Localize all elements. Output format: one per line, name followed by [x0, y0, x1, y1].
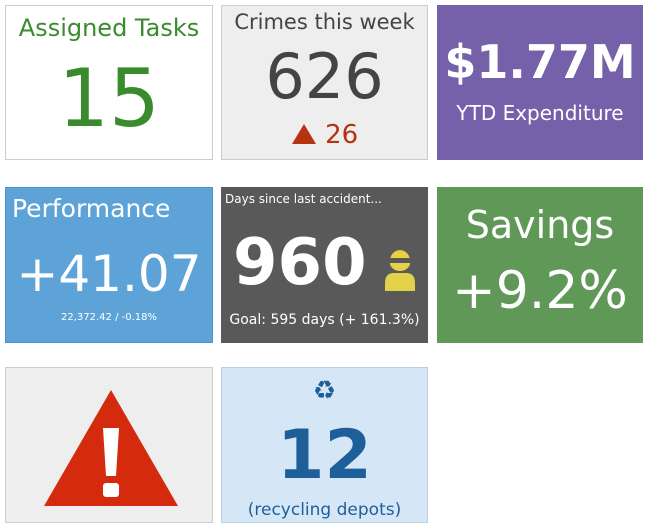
- tile-title: Crimes this week: [234, 10, 415, 34]
- recycle-icon: ♻: [312, 376, 337, 406]
- tile-label: YTD Expenditure: [456, 101, 624, 125]
- tile-label: (recycling depots): [247, 500, 402, 520]
- tile-title: Days since last accident...: [225, 192, 382, 206]
- tile-value: +9.2%: [452, 261, 628, 321]
- savings-tile[interactable]: Savings +9.2%: [437, 187, 643, 343]
- tile-value: 15: [58, 52, 160, 145]
- assigned-tasks-tile[interactable]: Assigned Tasks 15: [5, 5, 213, 160]
- tile-goal: Goal: 595 days (+ 161.3%): [229, 312, 420, 328]
- triangle-up-icon: [291, 124, 316, 144]
- tile-value: 960: [233, 226, 367, 300]
- recycling-tile[interactable]: ♻ 12 (recycling depots): [221, 367, 428, 523]
- worker-icon: [385, 250, 415, 291]
- tile-title: Savings: [465, 203, 615, 247]
- tile-title: Assigned Tasks: [18, 14, 200, 42]
- tile-value: $1.77M: [444, 35, 636, 89]
- tile-value: 12: [277, 416, 372, 495]
- expenditure-tile[interactable]: $1.77M YTD Expenditure: [437, 5, 643, 160]
- warning-triangle-icon: [44, 390, 178, 506]
- tile-value: +41.07: [16, 245, 202, 303]
- tile-sub: 22,372.42 / -0.18%: [61, 312, 157, 323]
- warning-tile[interactable]: [5, 367, 213, 523]
- accident-tile[interactable]: Days since last accident... 960 Goal: 59…: [221, 187, 428, 343]
- crimes-tile[interactable]: Crimes this week 626 26: [221, 5, 428, 160]
- tile-title: Performance: [12, 194, 171, 223]
- tile-value: 626: [265, 40, 384, 113]
- crimes-change: 26: [325, 120, 359, 150]
- performance-tile[interactable]: Performance +41.07 22,372.42 / -0.18%: [5, 187, 213, 343]
